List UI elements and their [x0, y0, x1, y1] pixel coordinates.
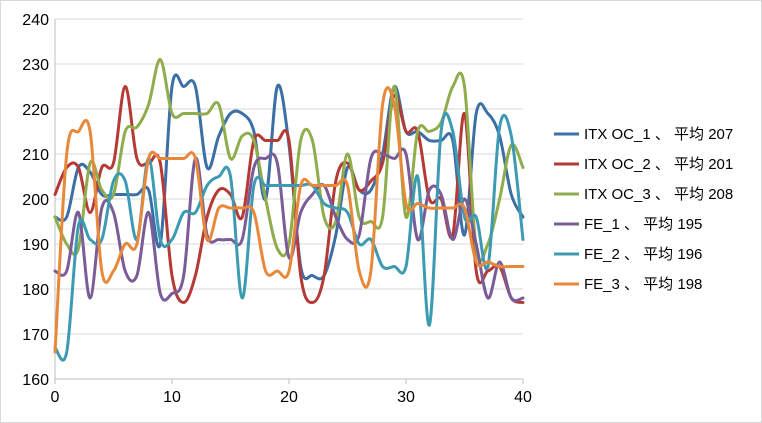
tick-labels: 160 170 180 190 200 210 220 230 240 0 10 20 30 40 — [22, 12, 532, 406]
series-line-3 — [53, 57, 525, 263]
legend-label: FE_3 、 平均 198 — [584, 276, 702, 293]
legend-label: FE_2 、 平均 196 — [584, 246, 702, 263]
x-tick-label: 30 — [397, 389, 415, 406]
y-tick-label: 190 — [22, 237, 49, 254]
y-tick-label: 180 — [22, 282, 49, 299]
grid-lines — [55, 18, 523, 335]
y-tick-label: 220 — [22, 102, 49, 119]
series-line-4 — [53, 147, 525, 303]
x-tick-label: 0 — [51, 389, 60, 406]
axes — [54, 19, 524, 384]
legend-label: FE_1 、 平均 195 — [584, 216, 702, 233]
series-lines — [53, 57, 525, 362]
legend-label: ITX OC_2 、 平均 201 — [584, 156, 733, 173]
legend-label: ITX OC_1 、 平均 207 — [584, 126, 733, 143]
x-tick-label: 20 — [280, 389, 298, 406]
legend-label: ITX OC_3 、 平均 208 — [584, 186, 733, 203]
y-tick-label: 200 — [22, 192, 49, 209]
y-tick-label: 160 — [22, 372, 49, 389]
x-tick-label: 10 — [163, 389, 181, 406]
series-line-6 — [53, 86, 525, 354]
legend: ITX OC_1 、 平均 207 ITX OC_2 、 平均 201 ITX OC… — [554, 126, 733, 293]
y-tick-label: 230 — [22, 57, 49, 74]
x-tick-label: 40 — [514, 389, 532, 406]
y-tick-label: 240 — [22, 12, 49, 29]
y-tick-label: 210 — [22, 147, 49, 164]
y-tick-label: 170 — [22, 327, 49, 344]
